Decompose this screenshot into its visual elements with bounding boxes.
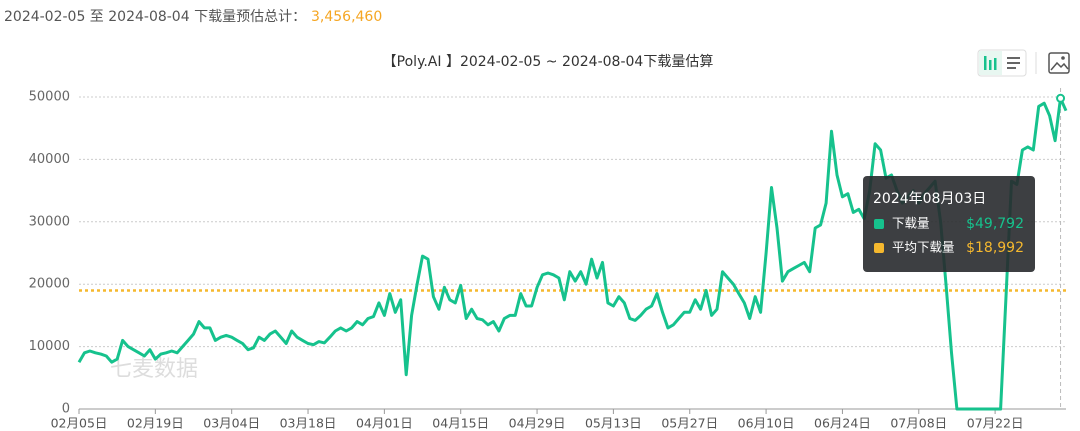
summary: 2024-02-05 至 2024-08-04 下载量预估总计： xyxy=(4,9,306,25)
x-tick-label: 02月05日 xyxy=(51,416,108,431)
x-tick-label: 03月04日 xyxy=(203,416,260,431)
x-tick-label: 04月01日 xyxy=(356,416,413,431)
x-tick-label: 07月08日 xyxy=(890,416,947,431)
x-tick-label: 02月19日 xyxy=(127,416,184,431)
total: 3,456,460 xyxy=(311,9,382,25)
tooltip-marker xyxy=(874,243,884,253)
y-tick-label: 50000 xyxy=(29,90,70,105)
x-tick-label: 06月10日 xyxy=(738,416,795,431)
tooltip-title: 2024年08月03日 xyxy=(873,191,986,207)
chart-type-toggle[interactable] xyxy=(977,49,1027,77)
hover-point xyxy=(1056,93,1066,103)
tooltip-value: $49,792 xyxy=(966,216,1024,232)
chart-title: 【Poly.AI 】2024-02-05 ~ 2024-08-04下载量估算 xyxy=(383,54,714,70)
x-tick-label: 07月22日 xyxy=(967,416,1024,431)
tooltip-marker xyxy=(874,219,884,229)
tooltip-name: 平均下载量 xyxy=(892,240,955,255)
tooltip-box xyxy=(863,176,1035,272)
x-tick-label: 06月24日 xyxy=(814,416,871,431)
y-tick-label: 30000 xyxy=(29,214,70,229)
x-tick-label: 04月29日 xyxy=(509,416,566,431)
x-tick-label: 05月27日 xyxy=(661,416,718,431)
y-tick-label: 0 xyxy=(62,402,70,417)
y-tick-label: 10000 xyxy=(29,339,70,354)
x-tick-label: 05月13日 xyxy=(585,416,642,431)
y-tick-label: 20000 xyxy=(29,277,70,292)
save-image[interactable] xyxy=(1048,52,1070,74)
tooltip-value: $18,992 xyxy=(966,240,1024,256)
x-tick-label: 04月15日 xyxy=(432,416,489,431)
tooltip-name: 下载量 xyxy=(892,216,930,231)
y-tick-label: 40000 xyxy=(29,152,70,167)
watermark: 七麦数据 xyxy=(110,357,198,382)
x-tick-label: 03月18日 xyxy=(280,416,337,431)
